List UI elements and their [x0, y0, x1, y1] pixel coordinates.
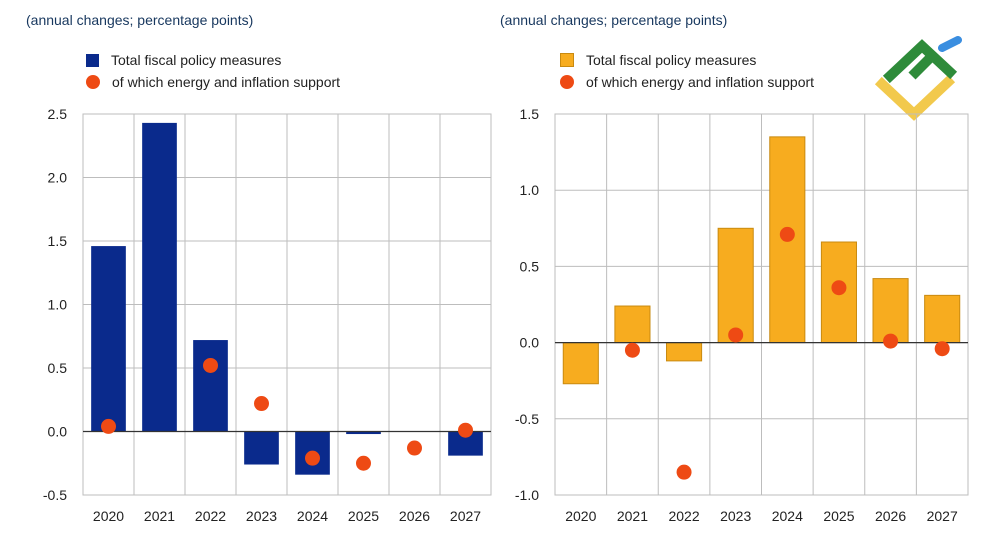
right-xtick-label: 2024 [772, 508, 803, 524]
right-bar-2023 [717, 227, 754, 344]
right-dot-2024 [779, 226, 795, 242]
left-chart: -0.5 0.0 0.5 1.0 1.5 2.0 2.5 2020 2021 2022 2023 20… [43, 106, 492, 524]
right-ytick-label: -0.5 [515, 411, 539, 427]
left-dot-2023 [254, 396, 269, 412]
left-ytick-label: -0.5 [43, 487, 67, 503]
right-legend-bars: Total fiscal policy measures [560, 52, 756, 68]
left-bar-2022 [193, 340, 228, 432]
right-bar-2027 [924, 294, 961, 344]
right-legend-dots: of which energy and inflation support [560, 74, 814, 90]
right-legend-bar-label: Total fiscal policy measures [586, 52, 757, 68]
left-xtick-label: 2024 [297, 508, 328, 524]
left-dot-2027 [458, 422, 473, 438]
left-xtick-label: 2023 [246, 508, 277, 524]
left-xtick-label: 2026 [399, 508, 430, 524]
left-ytick-label: 1.0 [48, 297, 68, 313]
left-dot-2025 [356, 455, 371, 471]
left-ytick-label: 2.5 [48, 106, 68, 122]
right-bar-2021 [614, 305, 651, 344]
right-legend-bar-swatch [560, 53, 574, 67]
left-bar-2021 [142, 122, 177, 432]
right-legend-dot-swatch [560, 75, 574, 89]
right-ytick-label: 0.0 [520, 335, 540, 351]
left-legend-bar-label: Total fiscal policy measures [111, 52, 282, 68]
left-dot-2020 [101, 418, 116, 434]
right-dot-2027 [934, 341, 950, 357]
left-xtick-label: 2025 [348, 508, 379, 524]
right-subtitle: (annual changes; percentage points) [500, 12, 728, 28]
right-xtick-label: 2020 [565, 508, 596, 524]
left-dot-2024 [305, 450, 320, 466]
right-ytick-label: 1.5 [520, 106, 540, 122]
right-xtick-label: 2026 [875, 508, 906, 524]
right-dot-2022 [676, 464, 692, 480]
right-ytick-label: 1.0 [520, 182, 540, 198]
left-xtick-label: 2022 [195, 508, 226, 524]
right-plot-frame [554, 113, 969, 496]
right-dot-2026 [883, 333, 899, 349]
left-xtick-label: 2021 [144, 508, 175, 524]
left-ytick-label: 0.5 [48, 360, 68, 376]
left-dot-2022 [203, 357, 218, 373]
left-legend-bar-swatch [86, 53, 99, 67]
left-legend-dot-swatch [86, 75, 100, 89]
right-bar-2022 [666, 342, 703, 362]
left-xtick-label: 2027 [450, 508, 481, 524]
left-bar-2025 [346, 431, 381, 435]
right-xtick-label: 2025 [823, 508, 854, 524]
right-xtick-label: 2021 [617, 508, 648, 524]
right-ytick-label: 0.5 [520, 258, 540, 274]
left-ytick-label: 1.5 [48, 233, 68, 249]
left-ytick-label: 2.0 [48, 170, 68, 186]
left-bar-2020 [91, 246, 126, 432]
right-ytick-label: -1.0 [515, 487, 539, 503]
right-xtick-label: 2023 [720, 508, 751, 524]
right-xtick-label: 2022 [668, 508, 699, 524]
right-bar-2025 [820, 241, 857, 344]
right-dot-2021 [624, 342, 640, 358]
logo-icon [874, 36, 962, 121]
right-xtick-label: 2027 [927, 508, 958, 524]
right-legend-dot-label: of which energy and inflation support [586, 74, 815, 90]
right-dot-2025 [831, 280, 847, 296]
left-ytick-label: 0.0 [48, 424, 68, 440]
right-dot-2023 [728, 327, 744, 343]
left-subtitle: (annual changes; percentage points) [26, 12, 254, 28]
left-dot-2026 [407, 440, 422, 456]
left-legend-dot-label: of which energy and inflation support [112, 74, 341, 90]
right-bar-2020 [562, 342, 599, 385]
left-legend-bars: Total fiscal policy measures [86, 52, 281, 68]
left-legend-dots: of which energy and inflation support [86, 74, 340, 90]
left-bar-2023 [244, 431, 279, 465]
right-bar-2024 [769, 136, 806, 344]
right-bar-2026 [872, 278, 909, 344]
left-xtick-label: 2020 [93, 508, 124, 524]
